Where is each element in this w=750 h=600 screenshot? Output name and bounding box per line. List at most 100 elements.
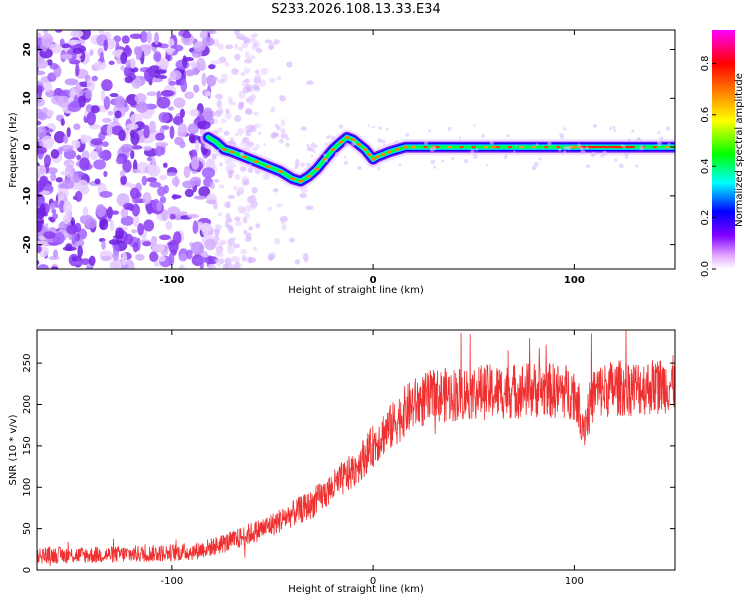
noise-blob (232, 243, 240, 249)
noise-blob (165, 220, 173, 230)
noise-blob (184, 91, 195, 100)
halo-dot (357, 165, 362, 171)
halo-dot (286, 137, 290, 141)
noise-blob (49, 43, 63, 54)
noise-blob (93, 159, 107, 170)
noise-blob (90, 150, 99, 160)
noise-blob (213, 178, 220, 183)
noise-blob (99, 219, 109, 231)
noise-blob (86, 78, 95, 92)
halo-dot (310, 147, 315, 152)
halo-dot (433, 165, 437, 169)
noise-blob (238, 90, 246, 99)
halo-dot (533, 161, 539, 167)
noise-blob (156, 200, 162, 212)
noise-blob (224, 159, 233, 165)
noise-blob (112, 251, 119, 261)
ridge-hotspot (495, 145, 501, 149)
halo-dot (324, 142, 328, 146)
halo-dot (506, 133, 510, 138)
noise-blob (37, 85, 43, 98)
noise-blob (98, 30, 105, 35)
noise-blob (254, 69, 260, 75)
halo-dot (323, 153, 327, 157)
ridge-hotspot (338, 140, 344, 144)
halo-dot (273, 131, 276, 134)
noise-blob (99, 51, 104, 63)
ridge-hotspot (374, 155, 380, 159)
noise-blob (177, 211, 188, 216)
noise-blob (37, 172, 40, 180)
noise-blob (131, 203, 140, 217)
noise-blob (120, 65, 125, 71)
noise-blob (46, 59, 53, 66)
noise-blob (225, 201, 231, 208)
noise-blob (72, 47, 83, 55)
noise-blob (43, 231, 56, 239)
noise-blob (115, 156, 124, 165)
noise-blob (114, 110, 122, 119)
noise-blob (169, 125, 175, 139)
noise-blob (189, 61, 198, 69)
noise-blob (132, 214, 140, 228)
noise-blob (249, 34, 257, 39)
halo-dot (580, 149, 586, 155)
halo-dot (278, 138, 284, 144)
noise-blob (143, 219, 155, 232)
noise-blob (234, 216, 241, 222)
y-tick-label: 100 (22, 478, 33, 497)
noise-blob (218, 184, 225, 189)
ridge-hotspot (221, 148, 227, 151)
spectrogram-x-label: Height of straight line (km) (288, 285, 424, 296)
halo-dot (429, 147, 435, 152)
spectrogram-y-ticks: 20 10 0 -10 -20 (22, 43, 675, 254)
noise-blob (243, 67, 250, 74)
noise-blob (71, 261, 85, 266)
halo-dot (566, 146, 571, 151)
noise-blob (131, 168, 141, 174)
noise-blob (173, 97, 186, 109)
noise-blob (191, 156, 200, 170)
ridge-hotspot (411, 145, 416, 149)
halo-dot (458, 136, 462, 139)
ridge-hotspot (253, 160, 259, 164)
noise-blob (103, 170, 108, 178)
noise-blob (99, 190, 113, 198)
y-tick-label: 250 (22, 354, 33, 373)
snr-x-label: Height of straight line (km) (288, 584, 424, 595)
noise-blob (201, 72, 207, 87)
noise-blob (44, 81, 53, 92)
noise-blob (154, 74, 168, 80)
noise-blob (227, 218, 233, 223)
noise-blob (166, 172, 177, 177)
noise-blob (184, 188, 194, 198)
noise-blob (273, 237, 281, 245)
snr-frame (36, 329, 676, 571)
noise-blob (52, 213, 59, 220)
noise-blob (233, 30, 240, 36)
noise-blob (183, 165, 191, 179)
noise-blob (121, 35, 130, 44)
ridge-hotspot (571, 145, 577, 149)
ridge-hotspot (229, 150, 235, 154)
halo-dot (310, 142, 316, 148)
noise-blob (168, 251, 175, 266)
noise-blob (245, 232, 252, 239)
noise-blob (164, 48, 176, 53)
noise-blob (153, 51, 162, 62)
noise-blob (167, 241, 175, 247)
halo-dot (383, 143, 386, 146)
noise-blob (305, 205, 314, 211)
noise-blob (294, 259, 301, 265)
noise-blob (240, 249, 248, 255)
noise-blob (135, 46, 143, 60)
halo-dot (378, 126, 383, 130)
noise-blob (116, 259, 122, 269)
noise-blob (234, 114, 242, 123)
noise-blob (244, 78, 250, 84)
halo-dot (535, 143, 539, 147)
noise-blob (233, 185, 238, 191)
ridge-hotspot (380, 152, 386, 156)
noise-blob (37, 70, 46, 76)
